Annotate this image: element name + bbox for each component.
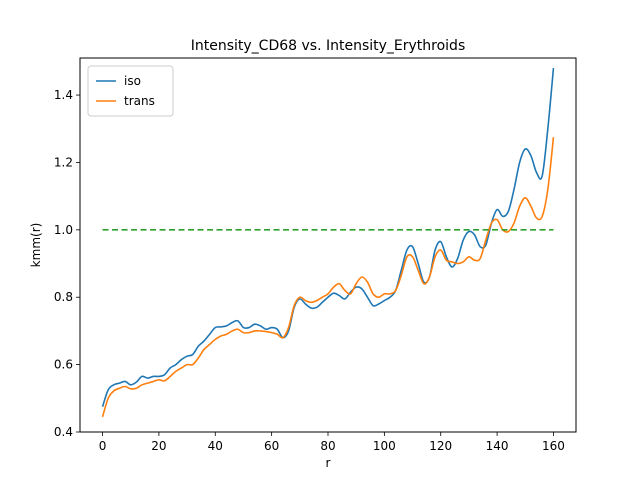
legend-box [87,65,174,117]
y-axis-ticks: 0.4 0.6 0.8 1.0 1.2 1.4 [54,88,80,439]
x-tick-label: 0 [99,439,107,453]
legend: iso trans [87,65,174,117]
x-tick-label: 40 [208,439,223,453]
x-tick-label: 80 [320,439,335,453]
trans-series-line [101,137,555,418]
y-tick-label: 1.0 [54,223,73,237]
series-layer [101,68,555,418]
x-tick-label: 60 [264,439,279,453]
x-tick-label: 160 [542,439,565,453]
y-tick-label: 0.6 [54,358,73,372]
y-tick-label: 0.4 [54,425,73,439]
x-tick-label: 140 [486,439,509,453]
y-tick-label: 1.4 [54,88,73,102]
legend-label-trans: trans [124,94,155,108]
y-tick-label: 0.8 [54,290,73,304]
y-tick-label: 1.2 [54,155,73,169]
iso-series-line [101,68,555,407]
x-tick-label: 20 [151,439,166,453]
x-axis-label: r [326,456,331,470]
x-tick-label: 100 [373,439,396,453]
x-axis-ticks: 0 20 40 60 80 100 120 140 160 [99,432,565,453]
x-tick-label: 120 [429,439,452,453]
chart-title: Intensity_CD68 vs. Intensity_Erythroids [191,38,466,54]
legend-label-iso: iso [124,74,141,88]
y-axis-label: kmm(r) [29,223,43,268]
axes-frame [79,57,577,433]
